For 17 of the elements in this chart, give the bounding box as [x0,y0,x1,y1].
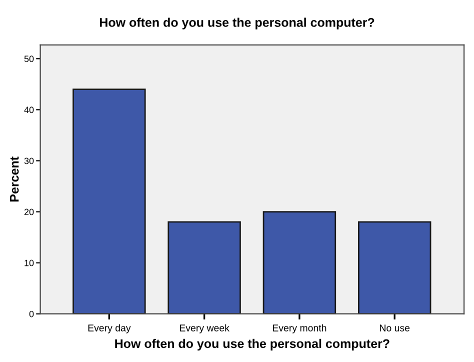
bar [358,221,432,314]
x-tick-label: Every week [180,324,230,334]
y-axis-title: Percent [10,156,19,202]
bar [168,221,241,314]
x-tick-label: No use [380,324,410,332]
x-tick-label: Every day [88,324,131,334]
chart-title: How often do you use the personal computer? [100,18,374,30]
y-tick-label: 40 [24,106,34,114]
y-tick-label: 30 [24,158,34,164]
x-tick-label: Every month [272,324,326,334]
y-tick-label: 10 [24,260,34,266]
y-tick-label: 0 [29,310,34,318]
y-tick-label: 50 [24,56,34,62]
bar [72,88,146,314]
x-axis-title: How often do you use the personal computer? [115,338,390,351]
bar [262,211,336,314]
y-tick-label: 20 [24,208,34,216]
